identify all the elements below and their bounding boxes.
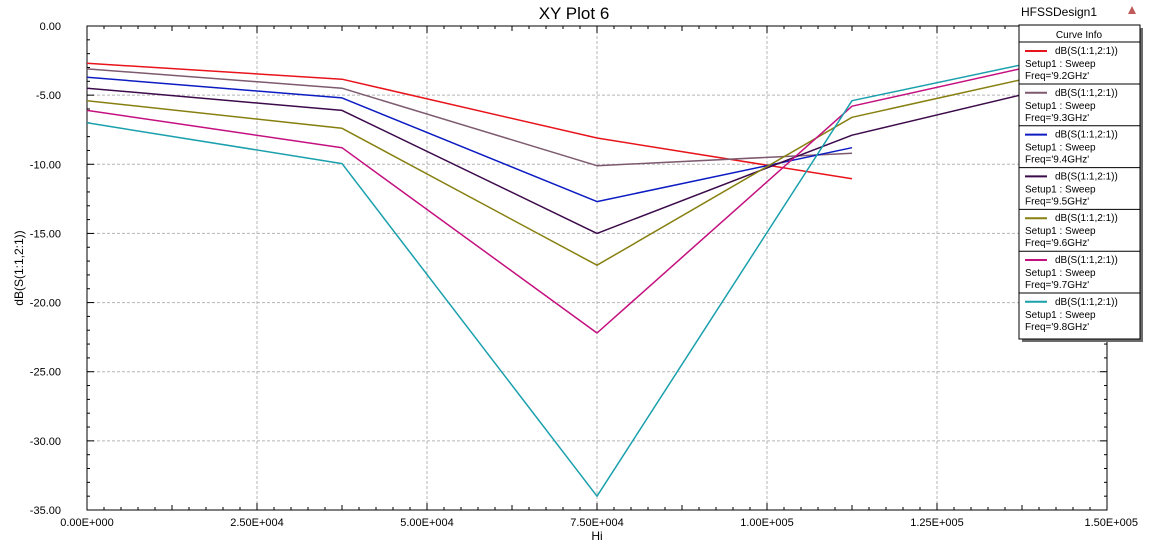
legend-setup: Setup1 : Sweep — [1025, 226, 1096, 237]
legend-series-name: dB(S(1:1,2:1)) — [1055, 88, 1118, 99]
series-line-5 — [87, 59, 1107, 266]
legend-series-name: dB(S(1:1,2:1)) — [1055, 255, 1118, 266]
legend-freq: Freq='9.2GHz' — [1025, 71, 1089, 82]
legend-entry: dB(S(1:1,2:1)) Setup1 : SweepFreq='9.5GHz… — [1019, 171, 1140, 210]
y-tick-label: -25.00 — [30, 367, 61, 379]
y-tick-label: -15.00 — [30, 228, 61, 240]
x-axis-label: Hi — [591, 529, 602, 543]
legend-setup: Setup1 : Sweep — [1025, 310, 1096, 321]
legend-setup: Setup1 : Sweep — [1025, 59, 1096, 70]
x-tick-labels: 0.00E+000 2.50E+004 5.00E+004 7.50E+004 1.00… — [60, 517, 1138, 529]
legend-box — [1018, 24, 1141, 340]
legend-entry: dB(S(1:1,2:1)) Setup1 : SweepFreq='9.3GHz… — [1019, 88, 1140, 127]
legend-freq: Freq='9.3GHz' — [1025, 113, 1089, 124]
legend-setup: Setup1 : Sweep — [1025, 268, 1096, 279]
legend[interactable]: Curve Info dB(S(1:1,2:1))Setup1 : SweepF… — [1018, 24, 1143, 342]
series-line-1 — [87, 62, 853, 180]
x-tick-label: 0.00E+000 — [60, 517, 114, 529]
legend-entries: dB(S(1:1,2:1))Setup1 : SweepFreq='9.2GHz… — [1019, 46, 1140, 333]
legend-title: Curve Info — [1056, 30, 1103, 41]
series-line-7 — [87, 45, 1107, 497]
legend-entry: dB(S(1:1,2:1)) Setup1 : SweepFreq='9.6GHz… — [1019, 213, 1140, 252]
y-tick-label: 0.00 — [40, 21, 61, 33]
legend-series-name: dB(S(1:1,2:1)) — [1055, 297, 1118, 308]
y-tick-label: -30.00 — [30, 436, 61, 448]
legend-series-name: dB(S(1:1,2:1)) — [1055, 46, 1118, 57]
series-line-6 — [87, 48, 1107, 334]
x-tick-label: 5.00E+004 — [400, 517, 454, 529]
series-lines — [87, 45, 1107, 497]
y-axis-label: dB(S(1:1,2:1)) — [12, 230, 26, 305]
legend-freq: Freq='9.6GHz' — [1025, 238, 1089, 249]
legend-freq: Freq='9.7GHz' — [1025, 280, 1089, 291]
design-corner-icon[interactable] — [1128, 6, 1136, 14]
y-tick-label: -35.00 — [30, 505, 61, 517]
legend-entry: dB(S(1:1,2:1)) Setup1 : SweepFreq='9.2GHz… — [1019, 46, 1140, 85]
legend-entry: dB(S(1:1,2:1)) Setup1 : SweepFreq='9.7GHz… — [1019, 255, 1140, 294]
legend-setup: Setup1 : Sweep — [1025, 101, 1096, 112]
legend-entry: dB(S(1:1,2:1)) Setup1 : SweepFreq='9.4GHz… — [1019, 130, 1140, 169]
chart-title: XY Plot 6 — [539, 4, 610, 23]
legend-series-name: dB(S(1:1,2:1)) — [1055, 171, 1118, 182]
legend-setup: Setup1 : Sweep — [1025, 143, 1096, 154]
legend-entry: dB(S(1:1,2:1)) Setup1 : SweepFreq='9.8GHz… — [1025, 297, 1118, 333]
legend-freq: Freq='9.4GHz' — [1025, 155, 1089, 166]
y-tick-label: -10.00 — [30, 159, 61, 171]
y-tick-label: -5.00 — [36, 90, 61, 102]
legend-series-name: dB(S(1:1,2:1)) — [1055, 130, 1118, 141]
grid — [87, 26, 1107, 510]
legend-setup: Setup1 : Sweep — [1025, 184, 1096, 195]
x-tick-label: 2.50E+004 — [230, 517, 284, 529]
legend-freq: Freq='9.8GHz' — [1025, 322, 1089, 333]
series-line-4 — [87, 73, 1107, 235]
x-tick-label: 1.50E+005 — [1084, 517, 1138, 529]
legend-freq: Freq='9.5GHz' — [1025, 196, 1089, 207]
x-tick-label: 1.00E+005 — [740, 517, 794, 529]
legend-series-name: dB(S(1:1,2:1)) — [1055, 213, 1118, 224]
series-line-3 — [87, 76, 853, 203]
design-name: HFSSDesign1 — [1021, 5, 1097, 19]
x-tick-label: 7.50E+004 — [570, 517, 624, 529]
x-tick-label: 1.25E+005 — [910, 517, 964, 529]
y-tick-labels: 0.00 -5.00 -10.00 -15.00 -20.00 -25.00 -30.00 -… — [30, 21, 61, 517]
y-tick-label: -20.00 — [30, 298, 61, 310]
series-line-2 — [87, 68, 853, 167]
